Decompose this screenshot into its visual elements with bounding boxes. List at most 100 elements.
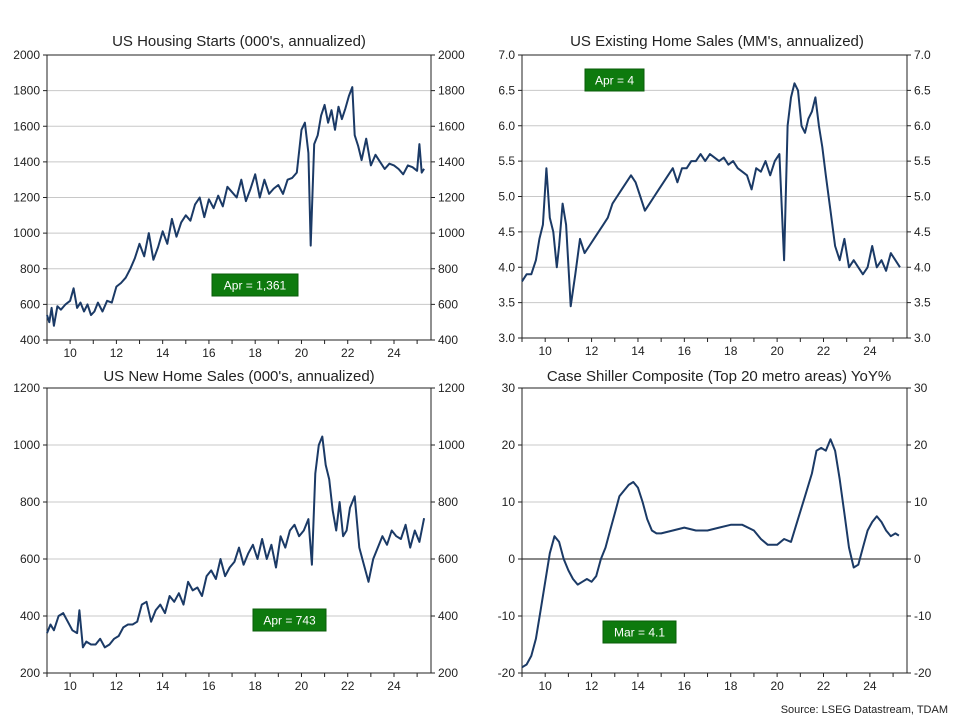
annotation-label: Apr = 4 <box>595 74 634 88</box>
y-tick-label-right: 1600 <box>438 119 465 133</box>
y-tick-label-left: 1000 <box>13 438 40 452</box>
y-tick-label-right: 5.5 <box>914 154 931 168</box>
x-tick-label: 24 <box>863 679 877 693</box>
annotation-label: Mar = 4.1 <box>614 626 665 640</box>
x-tick-label: 10 <box>63 679 77 693</box>
y-tick-label-left: 20 <box>502 438 516 452</box>
chart-existing: US Existing Home Sales (MM's, annualized… <box>498 33 931 358</box>
y-tick-label-right: 1200 <box>438 191 465 205</box>
y-tick-label-left: 1000 <box>13 226 40 240</box>
x-tick-label: 14 <box>631 344 645 358</box>
chart-caseshiller: Case Shiller Composite (Top 20 metro are… <box>498 368 932 693</box>
x-tick-label: 12 <box>585 344 599 358</box>
x-tick-label: 22 <box>817 344 831 358</box>
y-tick-label-right: 4.5 <box>914 225 931 239</box>
x-tick-label: 16 <box>678 679 692 693</box>
annotation-badge <box>252 608 327 632</box>
y-tick-label-left: 6.0 <box>498 119 515 133</box>
x-tick-label: 22 <box>341 679 355 693</box>
source-note: Source: LSEG Datastream, TDAM <box>780 704 948 716</box>
x-tick-label: 20 <box>295 679 309 693</box>
y-tick-label-right: 7.0 <box>914 48 931 62</box>
y-tick-label-left: 30 <box>502 381 516 395</box>
x-tick-label: 12 <box>110 346 124 360</box>
y-tick-label-right: 200 <box>438 666 458 680</box>
chart-newhomes: US New Home Sales (000's, annualized) 200… <box>13 368 465 693</box>
x-tick-label: 18 <box>249 346 263 360</box>
x-tick-label: 10 <box>63 346 77 360</box>
x-tick-label: 10 <box>539 344 553 358</box>
chart-title: US New Home Sales (000's, annualized) <box>103 368 374 385</box>
y-tick-label-left: 2000 <box>13 48 40 62</box>
y-tick-label-left: 4.5 <box>498 225 515 239</box>
y-tick-label-left: 400 <box>20 333 40 347</box>
series-line <box>521 82 901 308</box>
x-tick-label: 22 <box>817 679 831 693</box>
y-tick-label-right: 20 <box>914 438 928 452</box>
x-tick-label: 18 <box>249 679 263 693</box>
annotation-label: Apr = 1,361 <box>224 279 287 293</box>
x-tick-label: 20 <box>770 679 784 693</box>
y-tick-label-right: 1800 <box>438 84 465 98</box>
y-tick-label-right: 400 <box>438 333 458 347</box>
y-tick-label-right: 6.0 <box>914 119 931 133</box>
y-tick-label-right: 600 <box>438 297 458 311</box>
x-tick-label: 16 <box>202 679 216 693</box>
plot-frame <box>521 54 908 339</box>
y-tick-label-right: -20 <box>914 666 932 680</box>
y-tick-label-left: 800 <box>20 262 40 276</box>
chart-starts: US Housing Starts (000's, annualized) 400… <box>13 33 465 360</box>
y-tick-label-left: 600 <box>20 552 40 566</box>
y-tick-label-left: 10 <box>502 495 516 509</box>
y-tick-label-left: -10 <box>498 609 516 623</box>
y-tick-label-left: 3.0 <box>498 331 515 345</box>
y-tick-label-left: 5.0 <box>498 190 515 204</box>
x-tick-label: 24 <box>387 346 401 360</box>
chart-title: US Housing Starts (000's, annualized) <box>112 33 366 50</box>
chart-title: US Existing Home Sales (MM's, annualized… <box>570 33 864 50</box>
y-tick-label-right: 400 <box>438 609 458 623</box>
x-tick-label: 20 <box>295 346 309 360</box>
x-tick-label: 16 <box>202 346 216 360</box>
y-tick-label-left: 3.5 <box>498 296 515 310</box>
plot-frame <box>521 387 908 674</box>
y-tick-label-left: 1600 <box>13 119 40 133</box>
x-tick-label: 12 <box>110 679 124 693</box>
y-tick-label-left: 1200 <box>13 381 40 395</box>
x-tick-label: 14 <box>156 346 170 360</box>
y-tick-label-left: 800 <box>20 495 40 509</box>
y-tick-label-left: 6.5 <box>498 83 515 97</box>
x-tick-label: 10 <box>539 679 553 693</box>
y-tick-label-left: 1800 <box>13 84 40 98</box>
y-tick-label-right: 6.5 <box>914 83 931 97</box>
x-tick-label: 24 <box>387 679 401 693</box>
x-tick-label: 14 <box>631 679 645 693</box>
y-tick-label-right: 30 <box>914 381 928 395</box>
y-tick-label-left: 1200 <box>13 191 40 205</box>
x-tick-label: 24 <box>863 344 877 358</box>
y-tick-label-right: 1400 <box>438 155 465 169</box>
x-tick-label: 16 <box>678 344 692 358</box>
y-tick-label-right: 3.5 <box>914 296 931 310</box>
y-tick-label-left: 1400 <box>13 155 40 169</box>
y-tick-label-right: 3.0 <box>914 331 931 345</box>
annotation-badge <box>602 620 677 644</box>
y-tick-label-left: 4.0 <box>498 260 515 274</box>
y-tick-label-left: 400 <box>20 609 40 623</box>
y-tick-label-right: 4.0 <box>914 260 931 274</box>
series-line <box>46 435 426 649</box>
x-tick-label: 12 <box>585 679 599 693</box>
y-tick-label-right: 1000 <box>438 438 465 452</box>
x-tick-label: 14 <box>156 679 170 693</box>
y-tick-label-right: 5.0 <box>914 190 931 204</box>
y-tick-label-left: 5.5 <box>498 154 515 168</box>
x-tick-label: 18 <box>724 679 738 693</box>
y-tick-label-right: 10 <box>914 495 928 509</box>
x-tick-label: 22 <box>341 346 355 360</box>
y-tick-label-right: 2000 <box>438 48 465 62</box>
y-tick-label-right: 1200 <box>438 381 465 395</box>
chart-title: Case Shiller Composite (Top 20 metro are… <box>547 368 891 385</box>
y-tick-label-right: 1000 <box>438 226 465 240</box>
y-tick-label-left: 7.0 <box>498 48 515 62</box>
